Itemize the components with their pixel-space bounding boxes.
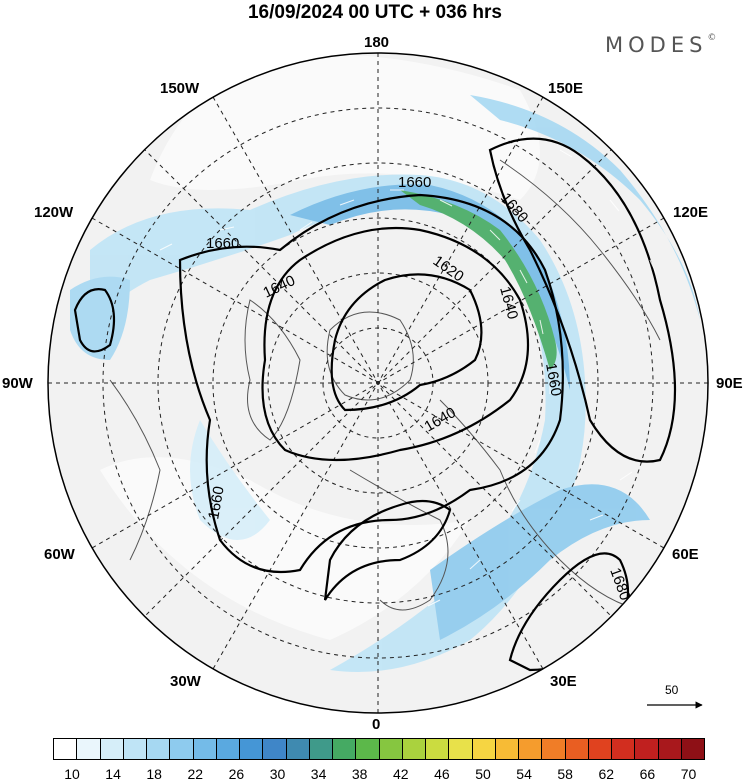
colorbar-cell <box>285 738 310 760</box>
lon-label-120w: 120W <box>34 204 74 221</box>
meridians <box>48 53 708 713</box>
wind-vectors <box>159 149 657 607</box>
colorbar-cell <box>541 738 566 760</box>
colorbar-tick-label: 18 <box>146 766 162 782</box>
lon-label-150w: 150W <box>160 80 200 97</box>
map-title: 16/09/2024 00 UTC + 036 hrs <box>247 2 503 23</box>
lon-label-30e: 30E <box>550 673 577 690</box>
colorbar-tick-label: 54 <box>516 766 532 782</box>
pacific-ocean <box>150 54 540 201</box>
colorbar-cell <box>657 738 682 760</box>
lon-label-90w: 90W <box>2 375 33 392</box>
lon-label-90e: 90E <box>716 375 743 392</box>
colorbar-cell <box>587 738 612 760</box>
colorbar-tick-label: 66 <box>639 766 656 782</box>
colorbar-tick-label: 58 <box>557 766 573 782</box>
colorbar-cell <box>169 738 194 760</box>
colorbar-tick-label: 62 <box>598 766 615 782</box>
lon-label-120e: 120E <box>673 204 709 221</box>
colorbar-cell <box>53 738 78 760</box>
colorbar-tick-label: 14 <box>105 766 121 782</box>
lon-label-180: 180 <box>364 34 390 51</box>
colorbar-cell <box>332 738 357 760</box>
colorbar <box>53 738 705 762</box>
colorbar-cell <box>192 738 217 760</box>
colorbar-cell <box>448 738 473 760</box>
contour-label: 1660 <box>206 235 239 252</box>
colorbar-cell <box>239 738 264 760</box>
colorbar-cell <box>378 738 403 760</box>
colorbar-tick-label: 70 <box>680 766 697 782</box>
colorbar-cell <box>355 738 380 760</box>
colorbar-tick-label: 42 <box>393 766 409 782</box>
height-contours <box>73 137 677 672</box>
colorbar-cell <box>564 738 589 760</box>
colorbar-tick-label: 30 <box>269 766 286 782</box>
colorbar-cell <box>611 738 636 760</box>
modes-logo: MODES© <box>605 33 716 57</box>
colorbar-cell <box>308 738 333 760</box>
colorbar-tick-label: 26 <box>228 766 245 782</box>
colorbar-cell <box>401 738 426 760</box>
colorbar-tick-label: 22 <box>187 766 204 782</box>
lon-label-60e: 60E <box>672 546 699 563</box>
contour-label: 1660 <box>398 174 431 191</box>
map-border <box>47 52 709 714</box>
colorbar-cell <box>634 738 659 760</box>
lon-label-60w: 60W <box>44 546 75 563</box>
vector-scale-label: 50 <box>665 683 679 697</box>
colorbar-cell <box>262 738 287 760</box>
colorbar-tick-label: 50 <box>475 766 491 782</box>
colorbar-tick-label: 10 <box>64 766 80 782</box>
colorbar-tick-label: 34 <box>310 766 327 782</box>
colorbar-cell <box>122 738 147 760</box>
lon-label-150e: 150E <box>548 80 584 97</box>
colorbar-cell <box>471 738 496 760</box>
colorbar-cell <box>99 738 124 760</box>
contour-label: 1660 <box>542 362 565 398</box>
colorbar-cell <box>680 738 705 760</box>
contour-label: 1660 <box>205 485 228 521</box>
colorbar-cell <box>76 738 101 760</box>
copyright-mark: © <box>707 33 717 43</box>
colorbar-tick-label: 46 <box>434 766 450 782</box>
map-disk <box>48 53 708 713</box>
colorbar-cell <box>146 738 171 760</box>
colorbar-tick-label: 38 <box>351 766 368 782</box>
brand-name: MODES <box>605 33 708 57</box>
coastlines <box>109 159 661 611</box>
atlantic-ocean <box>100 457 470 640</box>
lon-label-30w: 30W <box>170 673 201 690</box>
colorbar-cell <box>425 738 450 760</box>
colorbar-cell <box>494 738 519 760</box>
colorbar-cell <box>215 738 240 760</box>
colorbar-cell <box>518 738 543 760</box>
lon-label-0: 0 <box>372 716 381 733</box>
